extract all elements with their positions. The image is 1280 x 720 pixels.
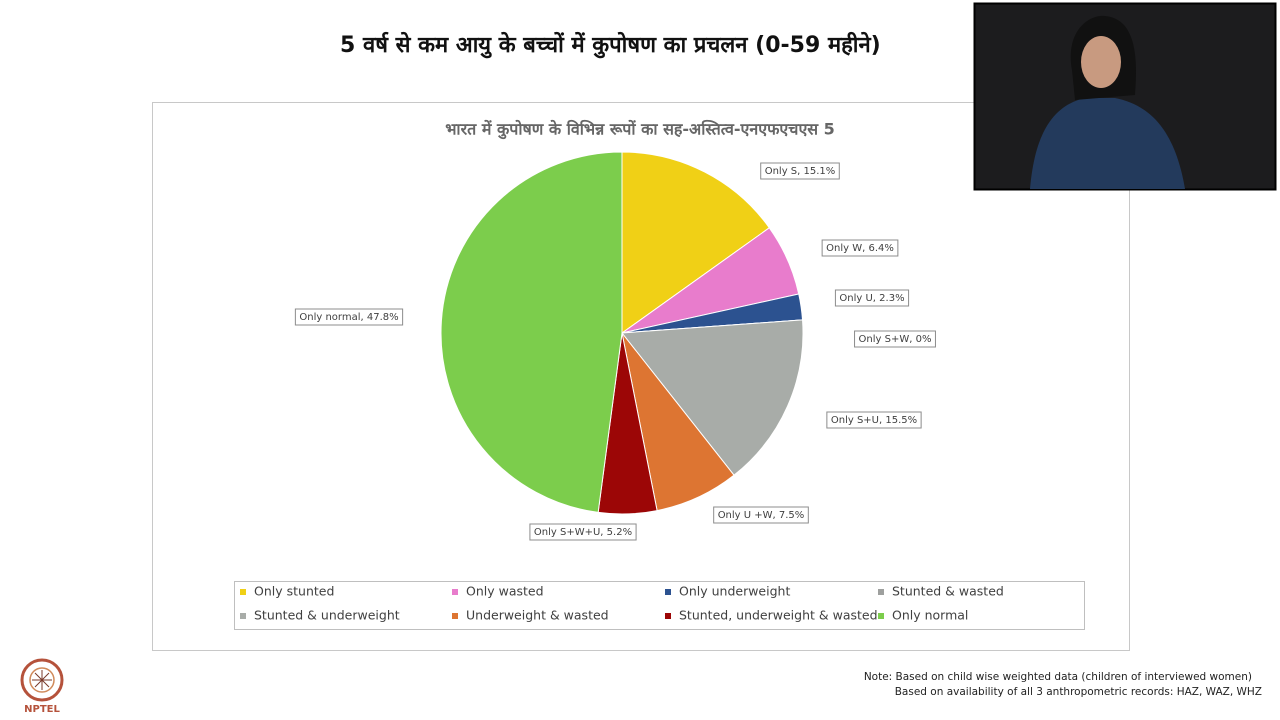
presenter-face xyxy=(1081,36,1121,88)
data-label-box xyxy=(760,162,840,180)
legend-label: Only normal xyxy=(892,608,968,623)
data-label-box xyxy=(821,239,899,257)
pie-slice xyxy=(621,319,804,476)
data-label-box xyxy=(294,308,404,326)
nptel-logo: NPTEL xyxy=(20,658,64,715)
logo-spokes xyxy=(32,670,52,690)
legend-label: Stunted & underweight xyxy=(254,608,400,623)
legend-swatch xyxy=(878,589,884,595)
legend-swatch xyxy=(240,589,246,595)
data-label: Only S+W+U, 5.2% xyxy=(534,527,632,538)
legend-label: Only underweight xyxy=(679,584,790,599)
data-label: Only U +W, 7.5% xyxy=(718,510,805,521)
legend-label: Underweight & wasted xyxy=(466,608,609,623)
legend-label: Only wasted xyxy=(466,584,544,599)
logo-text: NPTEL xyxy=(24,704,60,715)
pie-slice xyxy=(621,151,770,334)
data-label: Only U, 2.3% xyxy=(839,293,904,304)
legend-swatch xyxy=(240,613,246,619)
data-label: Only S, 15.1% xyxy=(765,166,836,177)
legend-frame xyxy=(234,581,1085,630)
note-line: Based on availability of all 3 anthropom… xyxy=(895,686,1262,698)
data-label: Only S+U, 15.5% xyxy=(831,415,917,426)
presenter-body xyxy=(1030,98,1185,189)
legend-swatch xyxy=(665,613,671,619)
data-label: Only normal, 47.8% xyxy=(299,312,398,323)
logo-inner xyxy=(29,667,55,693)
data-label: Only S+W, 0% xyxy=(859,334,932,345)
legend-swatch xyxy=(878,613,884,619)
data-label-box xyxy=(713,506,809,524)
legend-label: Only stunted xyxy=(254,584,334,599)
note-line: Note: Based on child wise weighted data … xyxy=(864,671,1252,683)
legend-swatch xyxy=(452,589,458,595)
chart-title: भारत में कुपोषण के विभिन्न रूपों का सह-अ… xyxy=(445,120,835,140)
legend-label: Stunted, underweight & wasted xyxy=(679,608,878,623)
data-label: Only W, 6.4% xyxy=(826,243,894,254)
legend-swatch xyxy=(452,613,458,619)
slide-title: 5 वर्ष से कम आयु के बच्चों में कुपोषण का… xyxy=(340,31,881,59)
legend-swatch xyxy=(665,589,671,595)
data-label-box xyxy=(834,289,910,307)
legend-label: Stunted & wasted xyxy=(892,584,1004,599)
data-label-box xyxy=(529,523,637,541)
data-label-box xyxy=(854,330,936,348)
pie-slice xyxy=(440,151,623,513)
video-overlay xyxy=(973,2,1277,191)
data-label-box xyxy=(826,411,922,429)
